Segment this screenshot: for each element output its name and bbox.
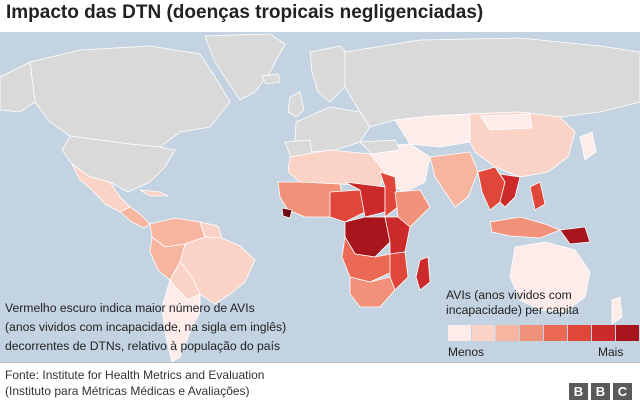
description-line-3: decorrentes de DTNs, relativo à populaçã… <box>5 339 281 353</box>
africa <box>277 149 431 308</box>
turkey <box>359 139 401 155</box>
laos-cambodia-vietnam <box>499 173 521 208</box>
canada <box>29 45 231 148</box>
southern-africa <box>349 276 396 308</box>
oceania <box>509 241 623 325</box>
world-map <box>0 32 640 362</box>
legend-color-scale <box>448 325 640 341</box>
source-line-2: (Instituto para Métricas Médicas e Avali… <box>5 384 250 398</box>
source-credit: Fonte: Institute for Health Metrics and … <box>5 367 264 399</box>
legend-max-label: Mais <box>598 345 624 359</box>
myanmar-thailand <box>477 166 506 211</box>
world-map-svg <box>0 33 640 362</box>
europe <box>261 45 371 161</box>
nigeria-cameroon <box>329 189 366 223</box>
horn-of-africa <box>394 189 431 228</box>
south-asia <box>429 151 479 208</box>
legend-min-label: Menos <box>448 345 485 359</box>
scandinavia <box>309 45 356 103</box>
legend-swatch-6 <box>568 325 591 341</box>
legend-swatch-8 <box>616 325 639 341</box>
cuba <box>139 189 169 197</box>
sierra-leone-liberia <box>281 207 293 219</box>
description-line-1: Vermelho escuro indica maior número de A… <box>5 301 255 315</box>
legend-swatch-4 <box>520 325 543 341</box>
map-description: Vermelho escuro indica maior número de A… <box>5 299 365 356</box>
new-zealand <box>611 296 623 325</box>
bbc-logo: B B C <box>566 383 632 400</box>
madagascar <box>415 256 431 291</box>
legend-swatch-3 <box>496 325 519 341</box>
description-line-2: (anos vividos com incapacidade, na sigla… <box>5 320 287 334</box>
bbc-logo-letter-2: B <box>591 383 610 400</box>
asia <box>344 37 640 245</box>
legend-swatch-7 <box>592 325 615 341</box>
chad-car <box>344 181 386 218</box>
papua-new-guinea <box>559 226 591 245</box>
mongolia <box>479 113 533 131</box>
japan <box>579 131 597 161</box>
philippines <box>529 181 546 211</box>
bbc-logo-letter-1: B <box>569 383 588 400</box>
legend-title: AVIs (anos vividos com incapacidade) per… <box>446 288 579 317</box>
uk <box>287 91 305 118</box>
iceland <box>261 73 281 85</box>
north-america <box>0 33 286 229</box>
north-africa <box>287 149 386 188</box>
chart-title: Impacto das DTN (doenças tropicais negli… <box>6 2 484 23</box>
central-america <box>119 206 151 229</box>
kazakhstan-central-asia <box>394 113 471 148</box>
legend-swatch-2 <box>472 325 495 341</box>
greenland <box>204 33 286 101</box>
legend-swatch-5 <box>544 325 567 341</box>
alaska <box>0 61 36 113</box>
australia <box>509 241 591 313</box>
sudan-south-sudan <box>379 171 399 218</box>
indonesia <box>489 216 562 239</box>
legend-swatch-1 <box>448 325 471 341</box>
source-line-1: Fonte: Institute for Health Metrics and … <box>5 368 265 382</box>
bbc-logo-letter-3: C <box>613 383 632 400</box>
south-america <box>149 217 256 362</box>
mozambique <box>389 251 409 291</box>
footer-divider <box>0 362 640 363</box>
argentina-chile <box>161 279 201 362</box>
